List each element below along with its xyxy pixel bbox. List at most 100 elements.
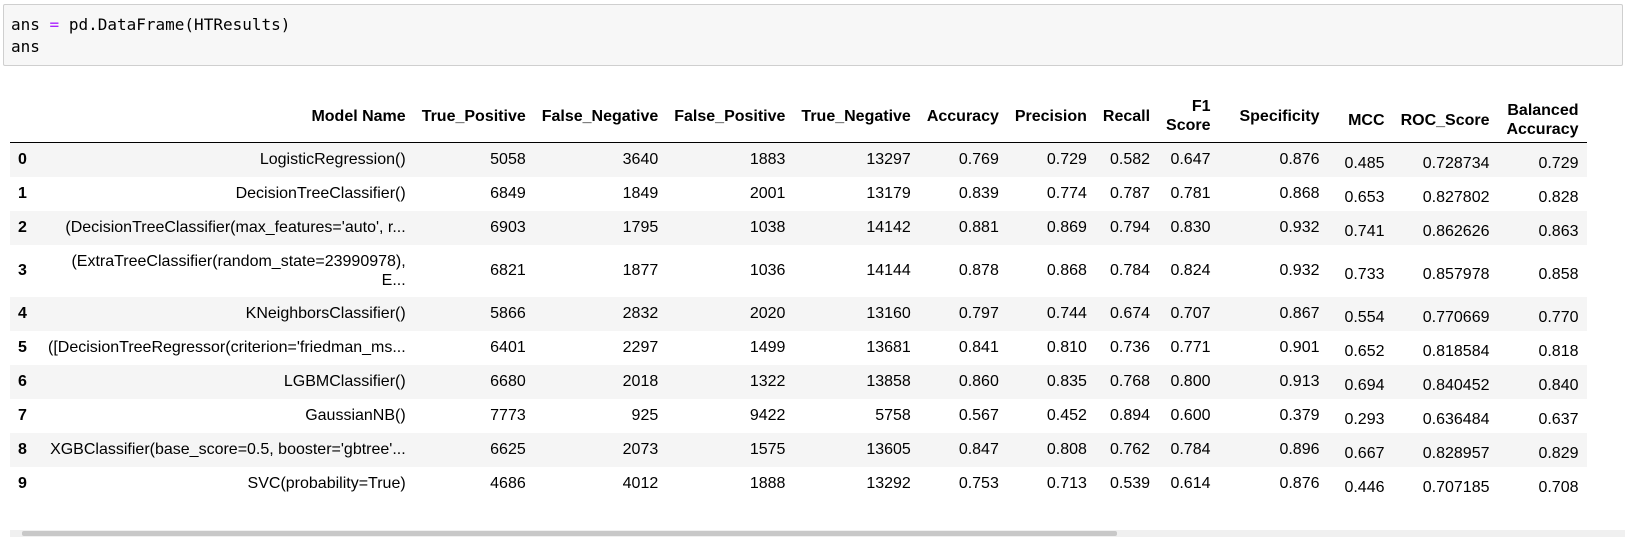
row-index: 6 bbox=[18, 372, 27, 390]
table-cell: 0.554 bbox=[1344, 308, 1385, 326]
table-cell: 0.863 bbox=[1538, 222, 1579, 240]
table-cell: 0.446 bbox=[1344, 478, 1385, 496]
table-cell: 0.830 bbox=[1170, 218, 1211, 236]
table-cell: 0.862626 bbox=[1422, 222, 1490, 240]
table-cell: 13292 bbox=[866, 474, 911, 492]
table-header-row: Model Name True_Positive False_Negative Fal… bbox=[10, 90, 1587, 147]
column-header: False_Negative bbox=[533, 90, 667, 143]
row-index: 7 bbox=[18, 406, 27, 424]
table-cell: 9422 bbox=[749, 406, 786, 424]
table-cell: 5758 bbox=[875, 406, 911, 424]
column-header: Balanced Accuracy bbox=[1497, 94, 1587, 147]
table-cell: 0.858 bbox=[1538, 265, 1579, 283]
table-cell: 0.769 bbox=[958, 150, 999, 168]
table-cell: 6680 bbox=[490, 372, 526, 390]
table-cell: 1883 bbox=[749, 150, 786, 168]
table-cell: ([DecisionTreeRegressor(criterion='fried… bbox=[48, 339, 406, 356]
table-cell: 13297 bbox=[866, 150, 911, 168]
table-row: 1 DecisionTreeClassifier() 6849 1849 2001 131… bbox=[10, 177, 1587, 211]
table-cell: 0.674 bbox=[1109, 304, 1151, 322]
table-row: 6 LGBMClassifier() 6680 2018 1322 13858 0.860 0… bbox=[10, 364, 1587, 399]
code-cell[interactable]: ans = pd.DataFrame(HTResults) ans bbox=[3, 4, 1623, 66]
table-cell: 0.840452 bbox=[1422, 376, 1490, 394]
table-cell: 925 bbox=[631, 406, 659, 424]
table-cell: 0.867 bbox=[1279, 304, 1320, 322]
column-header: Accuracy bbox=[918, 90, 1007, 143]
table-cell: 0.708 bbox=[1538, 478, 1579, 496]
table-cell: 0.733 bbox=[1344, 265, 1385, 283]
table-cell: 0.818584 bbox=[1422, 342, 1490, 360]
table-cell: 0.771 bbox=[1170, 338, 1211, 356]
table-cell: 0.744 bbox=[1046, 304, 1087, 322]
code-var: ans bbox=[11, 15, 40, 34]
table-cell: 3640 bbox=[622, 150, 659, 168]
table-cell: 2832 bbox=[622, 304, 659, 322]
table-cell: 0.582 bbox=[1109, 150, 1151, 168]
table-cell: LogisticRegression() bbox=[259, 151, 406, 169]
table-cell: 0.839 bbox=[958, 184, 999, 202]
horizontal-scrollbar[interactable] bbox=[10, 530, 1625, 537]
table-cell: 0.713 bbox=[1046, 474, 1087, 492]
table-cell: 2001 bbox=[749, 184, 786, 202]
table-cell: 0.707185 bbox=[1422, 478, 1490, 496]
table-cell: KNeighborsClassifier() bbox=[245, 305, 406, 322]
table-cell: 0.876 bbox=[1279, 150, 1320, 168]
table-cell: 0.707 bbox=[1170, 304, 1211, 322]
table-cell: 0.753 bbox=[958, 474, 999, 492]
table-cell: 2297 bbox=[622, 338, 659, 356]
table-cell: 0.781 bbox=[1170, 184, 1211, 202]
scrollbar-thumb[interactable] bbox=[22, 531, 1117, 536]
table-cell: 0.762 bbox=[1109, 440, 1151, 458]
table-cell: 1849 bbox=[622, 184, 659, 202]
table-cell: 0.868 bbox=[1046, 261, 1087, 279]
table-row: 2 (DecisionTreeClassifier(max_features='a… bbox=[10, 210, 1587, 245]
table-cell: 0.896 bbox=[1279, 440, 1320, 458]
column-header: F1 Score bbox=[1158, 90, 1219, 143]
table-cell: 0.840 bbox=[1538, 376, 1579, 394]
table-cell: 0.729 bbox=[1046, 150, 1087, 168]
table-cell: 0.828957 bbox=[1422, 444, 1490, 462]
table-cell: 4012 bbox=[622, 474, 659, 492]
table-cell: 0.614 bbox=[1170, 474, 1211, 492]
column-header: Precision bbox=[1006, 90, 1095, 143]
table-cell: 1877 bbox=[622, 261, 659, 279]
table-cell: 13858 bbox=[866, 372, 911, 390]
row-index: 3 bbox=[18, 261, 27, 279]
table-row: 3 (ExtraTreeClassifier(random_state=23990… bbox=[10, 245, 1587, 297]
table-row: 9 SVC(probability=True) 4686 4012 1888 13292 0… bbox=[10, 467, 1587, 501]
table-cell: 0.653 bbox=[1344, 188, 1385, 206]
code-operator: = bbox=[49, 15, 60, 34]
table-cell: DecisionTreeClassifier() bbox=[235, 185, 406, 202]
code-editor[interactable]: ans = pd.DataFrame(HTResults) ans bbox=[4, 5, 1622, 58]
table-cell: SVC(probability=True) bbox=[247, 475, 406, 492]
table-cell: 13681 bbox=[866, 338, 911, 356]
column-header: True_Positive bbox=[413, 90, 534, 143]
column-header: Model Name bbox=[40, 90, 414, 143]
table-cell: 7773 bbox=[490, 406, 526, 424]
table-cell: 0.881 bbox=[958, 218, 999, 236]
table-cell: 0.797 bbox=[958, 304, 999, 322]
column-header: True_Negative bbox=[793, 90, 919, 143]
column-header: MCC bbox=[1327, 94, 1393, 147]
table-cell: 0.860 bbox=[958, 372, 999, 390]
table-cell: 14142 bbox=[866, 218, 911, 236]
table-cell: 0.829 bbox=[1538, 444, 1579, 462]
table-cell: 0.857978 bbox=[1422, 265, 1490, 283]
dataframe-table: Model Name True_Positive False_Negative Fal… bbox=[10, 90, 1587, 501]
table-cell: 1322 bbox=[749, 372, 786, 390]
table-cell: 0.741 bbox=[1344, 222, 1385, 240]
table-cell: 0.876 bbox=[1279, 474, 1320, 492]
table-cell: 0.835 bbox=[1046, 372, 1087, 390]
table-cell: 2020 bbox=[749, 304, 786, 322]
table-cell: 13160 bbox=[866, 304, 911, 322]
table-cell: 0.647 bbox=[1170, 150, 1211, 168]
table-body: 0 LogisticRegression() 5058 3640 1883 13297 0.… bbox=[10, 142, 1587, 501]
table-cell: 0.841 bbox=[958, 338, 999, 356]
table-cell: 0.868 bbox=[1279, 184, 1320, 202]
table-cell: 0.800 bbox=[1170, 372, 1211, 390]
table-cell: 13605 bbox=[866, 440, 911, 458]
table-cell: 14144 bbox=[866, 261, 911, 279]
table-row: 5 ([DecisionTreeRegressor(criterion='frie… bbox=[10, 331, 1587, 365]
table-cell: 0.636484 bbox=[1422, 410, 1490, 428]
row-index: 0 bbox=[18, 150, 27, 168]
